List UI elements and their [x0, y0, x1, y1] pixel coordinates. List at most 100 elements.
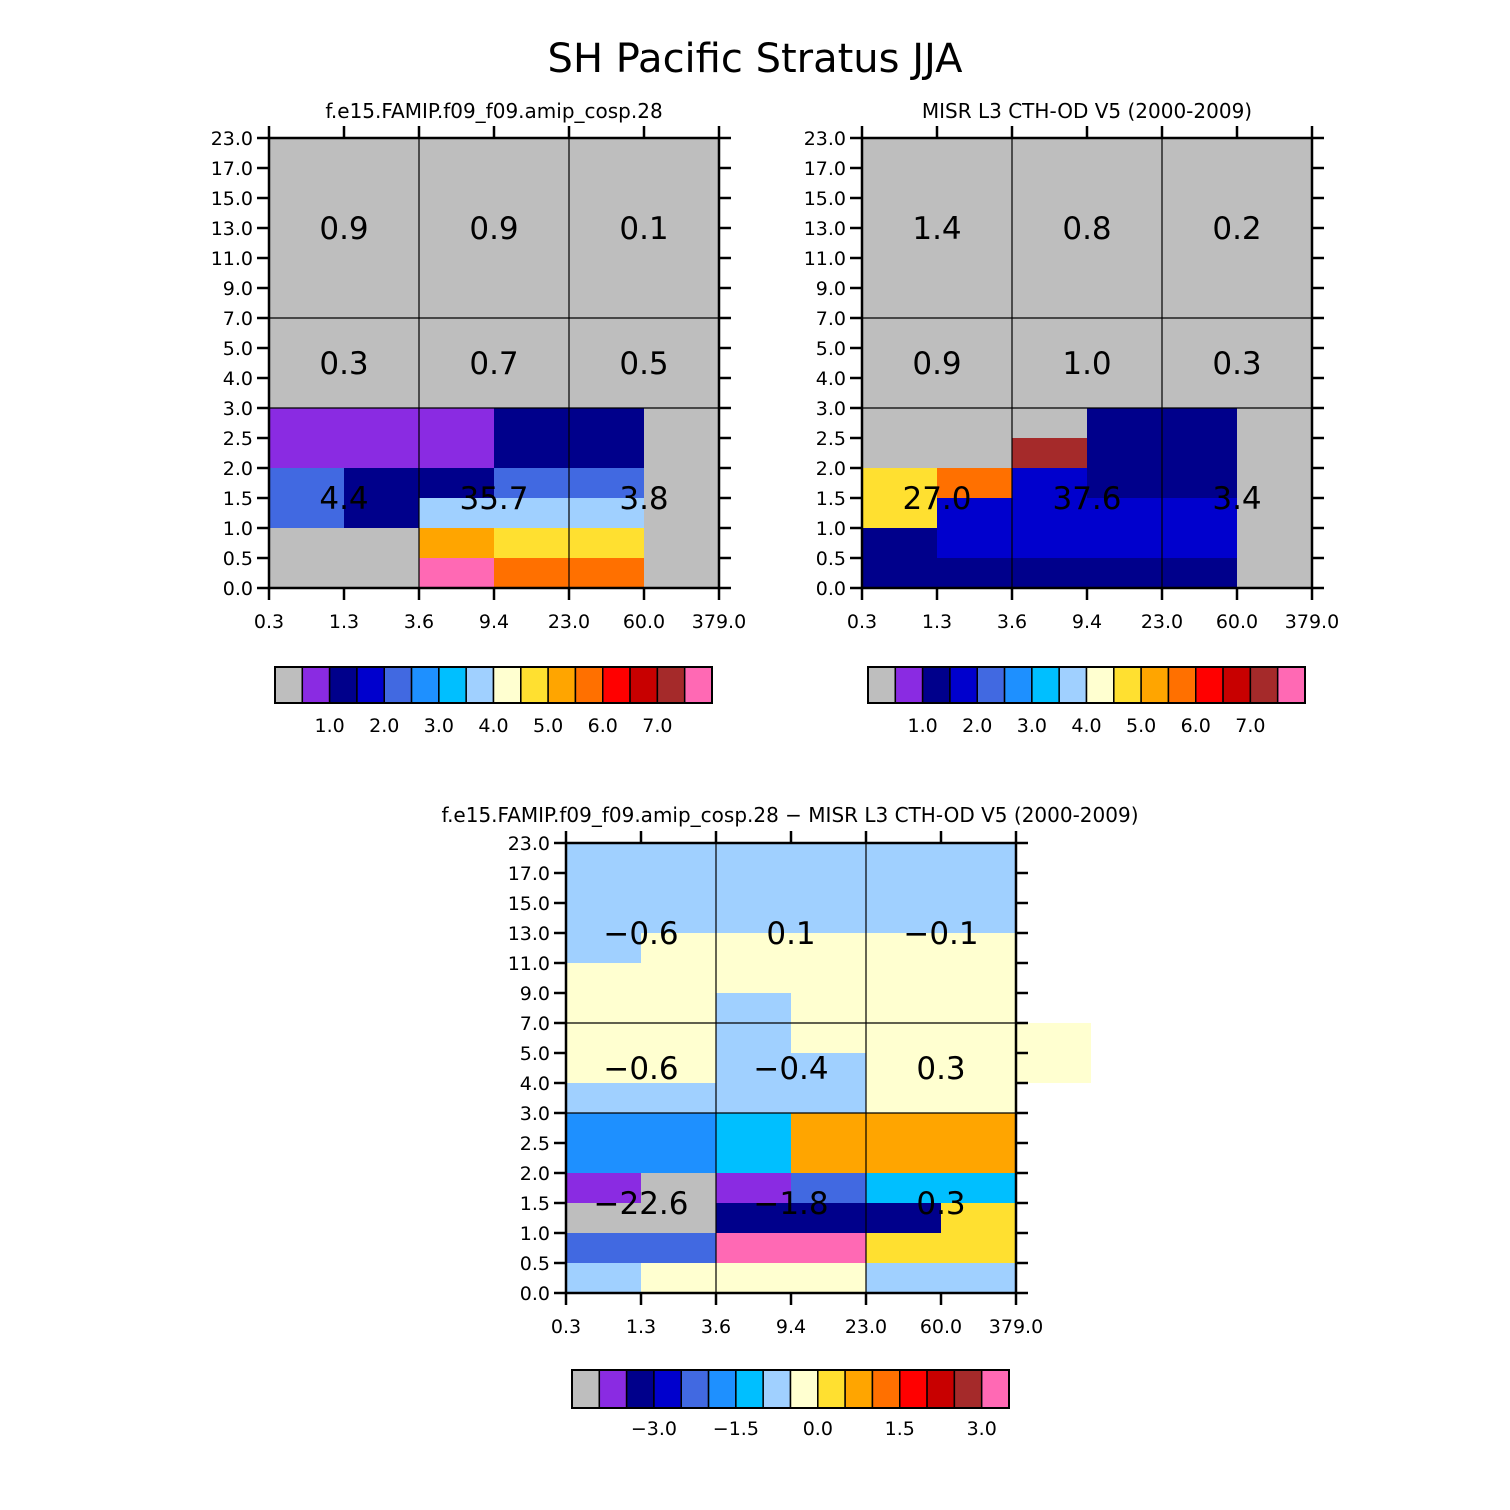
y-tick-label: 4.0: [520, 1073, 550, 1095]
colorbar-swatch: [921, 666, 951, 704]
colorbar-swatch: [410, 666, 440, 704]
x-tick-label: 23.0: [548, 611, 590, 633]
colorbar-swatch: [899, 1369, 928, 1409]
colorbar-swatch: [976, 666, 1006, 704]
x-tick-label: 379.0: [692, 611, 746, 633]
y-tick-label: 5.0: [816, 338, 846, 360]
x-tick-label: 9.4: [776, 1316, 806, 1338]
x-tick-label: 60.0: [1216, 611, 1258, 633]
colorbar-swatch: [274, 666, 304, 704]
y-tick-label: 11.0: [211, 248, 253, 270]
y-tick-label: 0.5: [520, 1253, 550, 1275]
y-tick-label: 9.0: [816, 278, 846, 300]
colorbar-swatch: [789, 1369, 819, 1409]
colorbar-swatch: [625, 1369, 655, 1409]
group-total-label: 0.9: [469, 211, 518, 247]
group-total-label: −1.8: [753, 1186, 828, 1222]
panel-observation: MISR L3 CTH-OD V5 (2000-2009) 0.0 0.5 1.0 1…: [804, 99, 1340, 737]
group-total-label: 0.5: [619, 346, 668, 382]
colorbar-label: 7.0: [642, 715, 672, 737]
y-tick-label: 0.5: [223, 548, 253, 570]
group-total-label: 0.3: [916, 1186, 965, 1222]
x-tick-label: 3.6: [404, 611, 434, 633]
colorbar-swatch: [1276, 666, 1306, 704]
panel-model: f.e15.FAMIP.f09_f09.amip_cosp.28 0.0 0.5 1…: [211, 99, 747, 737]
x-tick-label: 0.3: [847, 611, 877, 633]
colorbar-swatch: [547, 666, 577, 704]
y-tick-label: 17.0: [211, 158, 253, 180]
panel-title: MISR L3 CTH-OD V5 (2000-2009): [922, 99, 1252, 123]
histogram-cell: [791, 1113, 1016, 1173]
colorbar-swatch: [680, 1369, 710, 1409]
colorbar-label: 5.0: [533, 715, 563, 737]
y-tick-label: 0.0: [223, 578, 253, 600]
x-tick-label: 0.3: [254, 611, 284, 633]
colorbar-swatch: [492, 666, 522, 704]
colorbar-label: 4.0: [478, 715, 508, 737]
group-total-label: 3.4: [1212, 481, 1261, 517]
colorbar-swatch: [438, 666, 467, 704]
colorbar-swatch: [1058, 666, 1088, 704]
group-total-label: 0.7: [469, 346, 518, 382]
colorbar-label: 6.0: [588, 715, 618, 737]
colorbar-label: −3.0: [631, 1418, 677, 1440]
y-tick-label: 3.0: [223, 398, 253, 420]
colorbar-swatch: [656, 666, 686, 704]
colorbar-swatch: [301, 666, 331, 704]
group-total-label: 0.3: [319, 346, 368, 382]
y-tick-label: 11.0: [508, 953, 550, 975]
y-tick-label: 0.0: [816, 578, 846, 600]
y-tick-label: 11.0: [804, 248, 846, 270]
colorbar-label: 3.0: [967, 1418, 997, 1440]
colorbar-swatch: [817, 1369, 846, 1409]
group-total-label: −0.6: [603, 916, 678, 952]
group-total-label: 0.1: [766, 916, 815, 952]
group-total-label: 3.8: [619, 481, 668, 517]
x-tick-label: 3.6: [701, 1316, 731, 1338]
colorbar-swatch: [465, 666, 495, 704]
colorbar-swatch: [871, 1369, 901, 1409]
y-tick-label: 15.0: [804, 188, 846, 210]
y-tick-label: 17.0: [508, 863, 550, 885]
y-tick-label: 23.0: [211, 128, 253, 150]
y-tick-label: 2.5: [520, 1133, 550, 1155]
y-tick-label: 1.5: [223, 488, 253, 510]
colorbar-label: 3.0: [424, 715, 454, 737]
group-total-label: 0.9: [319, 211, 368, 247]
y-tick-label: 9.0: [223, 278, 253, 300]
y-tick-label: 1.0: [223, 518, 253, 540]
group-total-label: 0.3: [916, 1051, 965, 1087]
y-tick-label: 23.0: [804, 128, 846, 150]
colorbar-swatch: [926, 1369, 956, 1409]
y-tick-label: 5.0: [520, 1043, 550, 1065]
x-tick-label: 379.0: [1285, 611, 1339, 633]
y-tick-label: 5.0: [223, 338, 253, 360]
y-tick-label: 2.0: [816, 458, 846, 480]
y-tick-label: 7.0: [223, 308, 253, 330]
colorbar-swatch: [1195, 666, 1224, 704]
group-total-label: 0.2: [1212, 211, 1261, 247]
colorbar-label: 1.0: [908, 715, 938, 737]
group-total-label: 1.0: [1062, 346, 1111, 382]
y-tick-label: 0.5: [816, 548, 846, 570]
colorbar-swatch: [1140, 666, 1170, 704]
colorbar-swatch: [1113, 666, 1142, 704]
colorbar-frame: [274, 666, 713, 704]
colorbar-label: 7.0: [1235, 715, 1265, 737]
y-tick-label: 2.0: [520, 1163, 550, 1185]
colorbar-label: 6.0: [1181, 715, 1211, 737]
colorbar-label: 2.0: [962, 715, 992, 737]
group-total-label: 0.3: [1212, 346, 1261, 382]
x-tick-label: 23.0: [1141, 611, 1183, 633]
group-total-label: 0.9: [912, 346, 961, 382]
colorbar-swatch: [571, 1369, 601, 1409]
histogram-cell: [269, 408, 494, 468]
y-tick-label: 15.0: [211, 188, 253, 210]
y-tick-label: 23.0: [508, 833, 550, 855]
y-tick-label: 2.5: [816, 428, 846, 450]
y-tick-label: 7.0: [520, 1013, 550, 1035]
colorbar-swatch: [735, 1369, 764, 1409]
x-tick-label: 23.0: [845, 1316, 887, 1338]
colorbar-frame: [571, 1369, 1010, 1409]
colorbar-swatch: [1085, 666, 1115, 704]
